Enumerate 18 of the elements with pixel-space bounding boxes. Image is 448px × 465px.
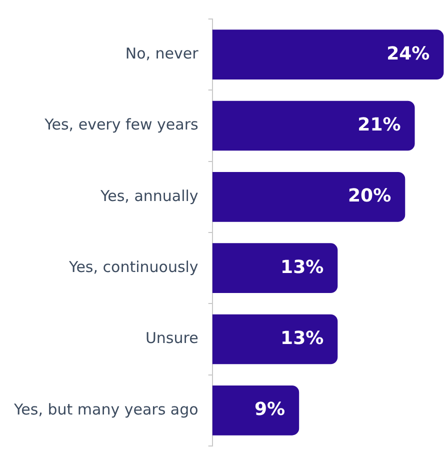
data-label: 20% [348, 186, 392, 207]
y-tick-label: Unsure [145, 329, 198, 348]
data-label: 13% [280, 328, 324, 349]
data-label: 21% [358, 114, 401, 136]
y-tick-label: Yes, annually [99, 186, 198, 205]
bar [212, 386, 300, 436]
bar [212, 172, 406, 222]
data-label: 13% [280, 256, 324, 278]
y-tick-label: Yes, every few years [44, 116, 198, 134]
bar [212, 314, 338, 364]
bar [212, 30, 444, 80]
y-tick-label: Yes, but many years ago [12, 400, 198, 418]
y-tick-label: No, never [125, 44, 200, 62]
bar [212, 100, 415, 151]
y-tick-label: Yes, continuously [68, 258, 198, 276]
bar [212, 243, 338, 293]
data-label: 24% [386, 43, 430, 64]
data-label: 9% [254, 399, 286, 420]
